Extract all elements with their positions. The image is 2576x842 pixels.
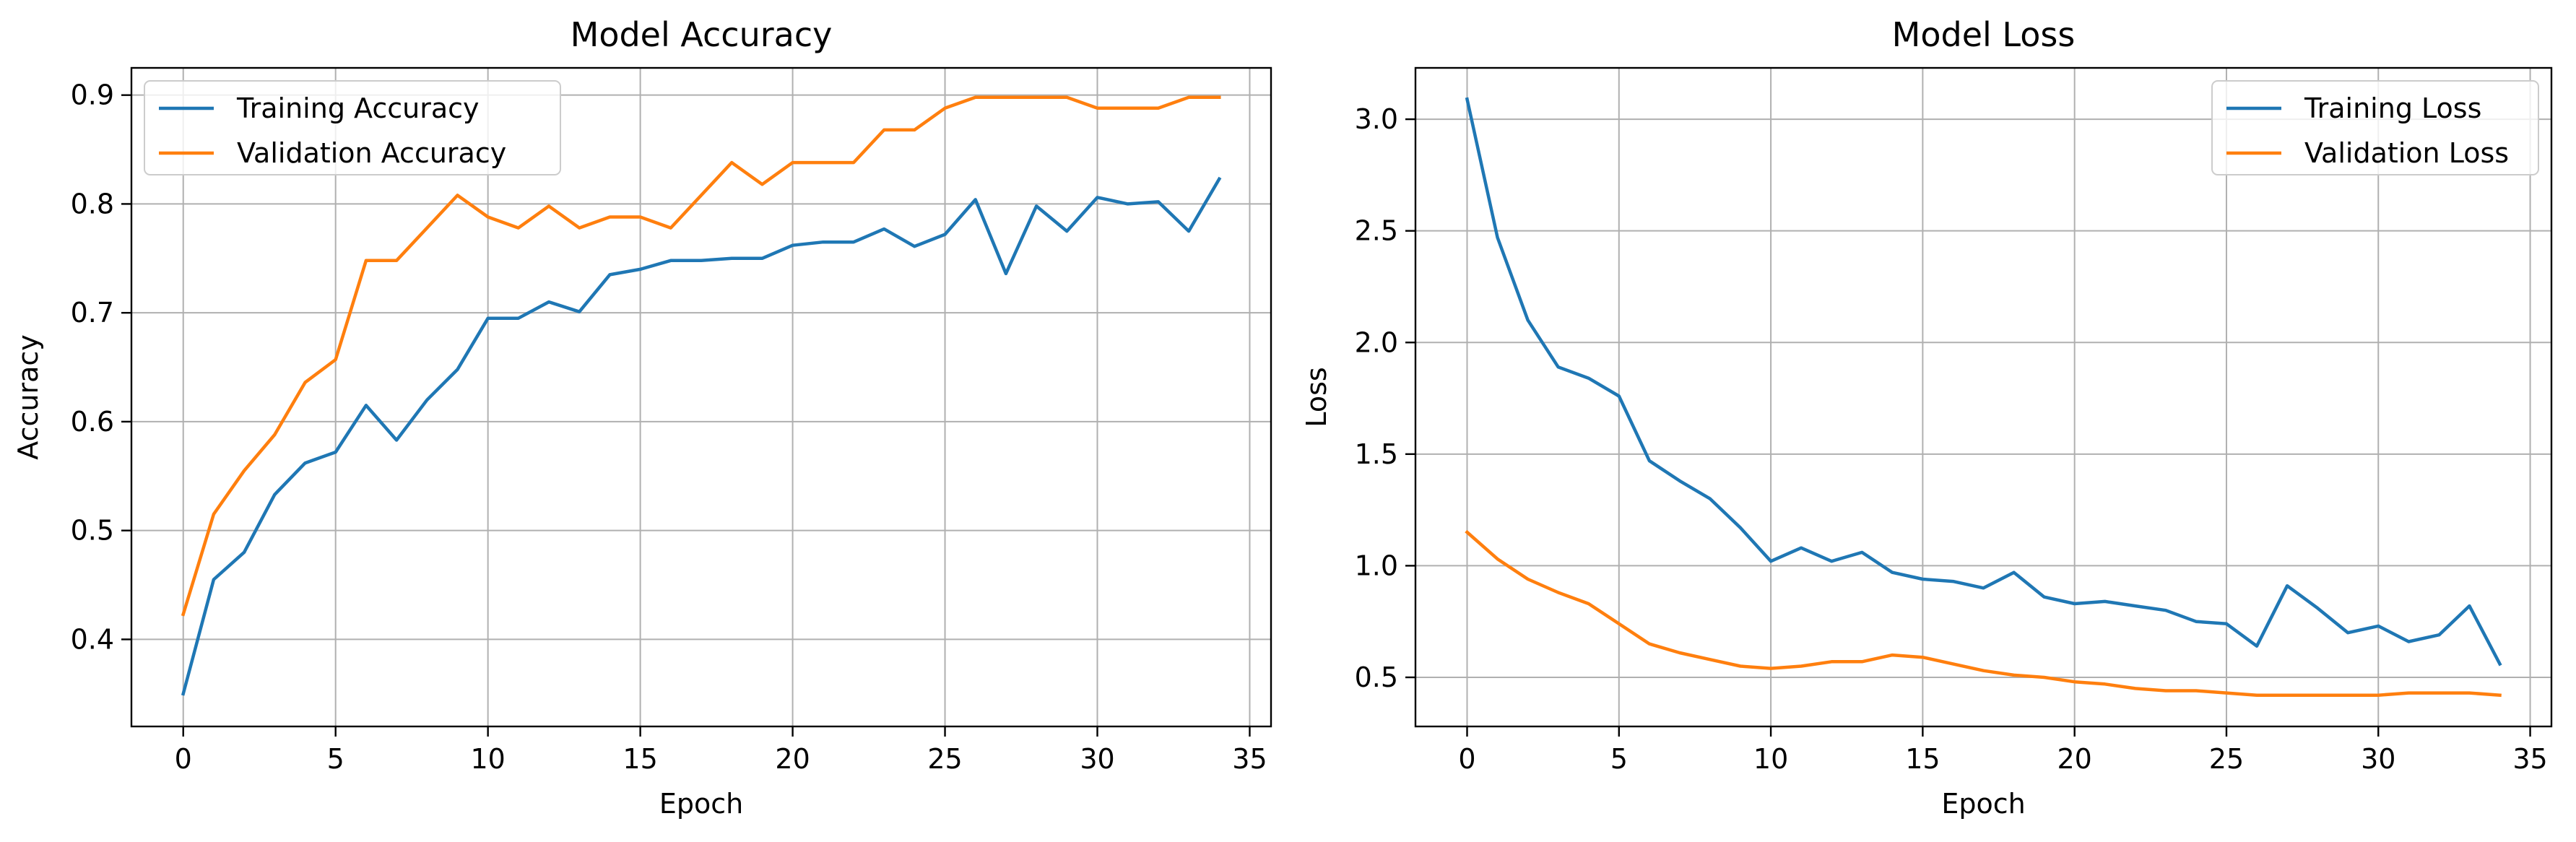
legend: Training Accuracy Validation Accuracy [144,80,561,175]
y-axis-title: Loss [1301,367,1332,427]
chart-panel-0: 0 5 10 15 20 25 30 35 0.4 0.5 0.6 0.7 0.8 0.9 Model Ac… [12,15,1272,820]
series-line-training-accuracy [181,176,1222,696]
y-tick-label: 3.0 [1355,103,1398,135]
x-tick-label: 10 [1753,743,1788,775]
y-tick-label: 0.8 [71,188,114,220]
x-tick-label: 30 [1080,743,1114,775]
x-tick-label: 25 [927,743,962,775]
legend-label: Training Accuracy [236,92,480,124]
x-tick-label: 30 [2361,743,2395,775]
x-tick-label: 20 [2057,743,2091,775]
x-axis-title: Epoch [659,788,743,820]
y-tick-label: 0.6 [71,406,114,438]
legend-label: Training Loss [2304,92,2481,124]
legend-label: Validation Accuracy [237,137,506,169]
x-tick-label: 15 [1905,743,1940,775]
series-line-validation-accuracy [181,95,1221,617]
x-tick-label: 0 [175,743,192,775]
chart-panel-1: 0 5 10 15 20 25 30 35 0.5 1.0 1.5 2.0 2.5 3.0 Model Lo… [1301,15,2553,820]
x-tick-label: 35 [1232,743,1267,775]
y-tick-label: 1.5 [1355,438,1398,470]
y-tick-label: 2.5 [1355,215,1398,247]
x-tick-label: 0 [1458,743,1475,775]
y-tick-label: 0.5 [1355,661,1398,693]
x-axis-title: Epoch [1941,788,2025,820]
x-tick-label: 5 [327,743,344,775]
x-tick-label: 15 [623,743,657,775]
legend-box [2211,80,2539,175]
x-tick-label: 35 [2512,743,2547,775]
axes-frame [130,66,1272,728]
legend: Training Loss Validation Loss [2211,80,2539,175]
series-line-validation-loss [1465,529,2502,698]
y-tick-label: 1.0 [1355,550,1398,581]
legend-box [144,80,561,175]
x-tick-label: 20 [775,743,810,775]
y-tick-label: 0.4 [71,623,114,655]
axes-frame [1414,66,2553,728]
y-tick-label: 0.9 [71,79,114,111]
chart-title: Model Accuracy [571,15,833,54]
y-tick-label: 0.5 [71,515,114,547]
legend-label: Validation Loss [2304,137,2509,169]
x-tick-label: 10 [470,743,505,775]
x-tick-label: 5 [1610,743,1628,775]
y-axis-title: Accuracy [12,334,44,460]
y-tick-label: 2.0 [1355,326,1398,358]
x-tick-label: 25 [2209,743,2244,775]
series-line-training-loss [1465,97,2502,667]
chart-title: Model Loss [1892,15,2076,54]
y-tick-label: 0.7 [71,297,114,329]
